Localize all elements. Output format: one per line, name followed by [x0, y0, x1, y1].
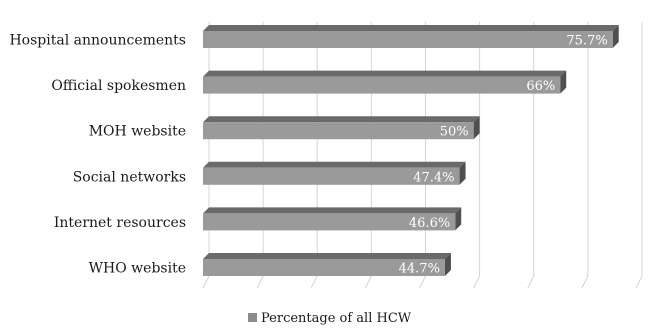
- legend-label: Percentage of all HCW: [261, 311, 412, 326]
- gridline-floor: [527, 275, 535, 289]
- gridline-floor: [635, 275, 643, 289]
- category-label: WHO website: [89, 261, 186, 277]
- data-label: 50%: [440, 125, 469, 140]
- bar-top: [203, 70, 567, 77]
- data-label: 66%: [526, 79, 555, 94]
- gridline-floor: [202, 275, 210, 289]
- category-label: MOH website: [89, 124, 186, 140]
- category-label: Social networks: [73, 169, 186, 185]
- gridline-floor: [419, 275, 426, 289]
- gridlines: [202, 22, 643, 289]
- data-label: 47.4%: [413, 170, 454, 185]
- data-label: 44.7%: [399, 262, 440, 277]
- bar: [203, 31, 613, 48]
- category-label: Internet resources: [54, 215, 186, 231]
- bar-top: [203, 161, 466, 168]
- bar-side: [444, 253, 451, 276]
- gridline-floor: [581, 275, 589, 289]
- bar: [203, 76, 561, 94]
- bars: [203, 25, 619, 276]
- bar-top: [203, 116, 480, 123]
- gridline-floor: [256, 275, 264, 289]
- gridline-floor: [473, 275, 481, 289]
- category-label: Hospital announcements: [9, 33, 186, 49]
- bar-side: [560, 70, 567, 94]
- bar: [203, 167, 460, 185]
- bar-side: [612, 25, 619, 48]
- category-labels: Hospital announcements Official spokesmen…: [9, 33, 186, 277]
- legend-swatch: [248, 313, 257, 322]
- bar-side: [455, 207, 462, 231]
- legend: Percentage of all HCW: [248, 311, 412, 326]
- data-label: 75.7%: [566, 34, 607, 49]
- bar: [203, 213, 456, 231]
- bar-top: [203, 253, 451, 259]
- bar-top: [203, 25, 619, 31]
- bar-side: [473, 116, 480, 140]
- category-label: Official spokesmen: [51, 78, 186, 94]
- bar: [203, 122, 474, 140]
- bar: [203, 259, 445, 276]
- bar-top: [203, 207, 462, 214]
- gridline-floor: [364, 275, 372, 289]
- gridline-floor: [310, 275, 318, 289]
- value-labels: 75.7% 66% 50% 47.4% 46.6% 44.7%: [399, 34, 608, 277]
- data-label: 46.6%: [409, 216, 450, 231]
- bar-side: [459, 161, 466, 185]
